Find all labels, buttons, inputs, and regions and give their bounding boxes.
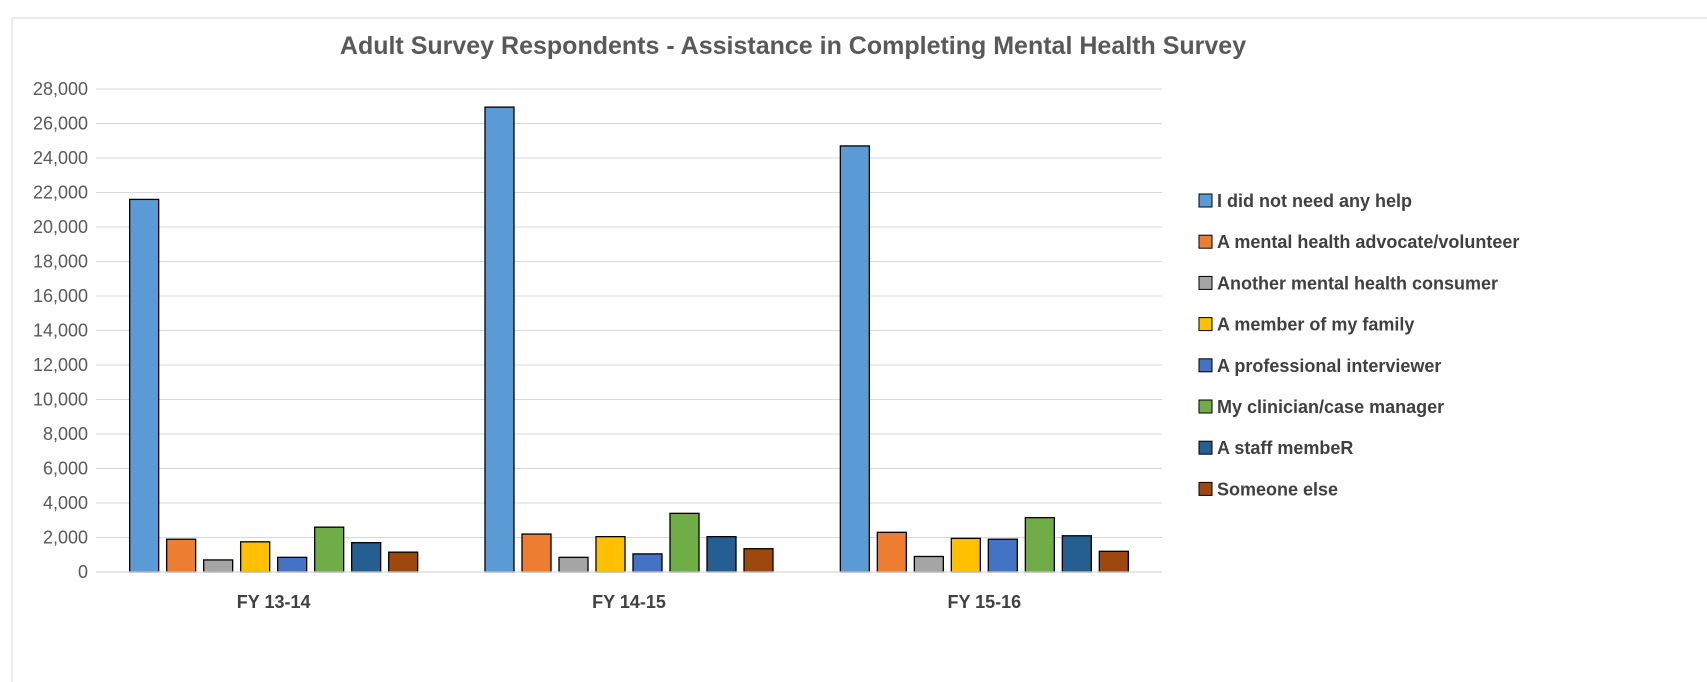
legend-label: I did not need any help xyxy=(1217,191,1412,211)
legend-swatch xyxy=(1198,481,1213,496)
x-category-label: FY 14-15 xyxy=(592,592,666,612)
y-tick-label: 24,000 xyxy=(33,148,88,168)
bar-2-6 xyxy=(1061,535,1092,573)
y-tick-label: 6,000 xyxy=(43,459,88,479)
bar-0-7 xyxy=(388,551,419,573)
y-tick-label: 8,000 xyxy=(43,424,88,444)
y-tick-label: 26,000 xyxy=(33,114,88,134)
y-tick-label: 20,000 xyxy=(33,217,88,237)
bar-1-4 xyxy=(632,553,663,573)
y-tick-label: 28,000 xyxy=(33,79,88,99)
legend-label: Someone else xyxy=(1217,479,1338,499)
bar-2-2 xyxy=(913,555,944,573)
y-tick-label: 16,000 xyxy=(33,286,88,306)
x-category-label: FY 15-16 xyxy=(947,592,1021,612)
y-tick-label: 14,000 xyxy=(33,321,88,341)
bar-0-2 xyxy=(203,559,234,573)
bar-2-1 xyxy=(876,531,907,573)
legend-label: A mental health advocate/volunteer xyxy=(1217,232,1519,252)
bar-1-2 xyxy=(558,556,589,573)
legend-label: A professional interviewer xyxy=(1217,356,1441,376)
legend-label: A staff membeR xyxy=(1217,438,1353,458)
bar-0-4 xyxy=(277,556,308,573)
bars xyxy=(129,106,1129,573)
legend-swatch xyxy=(1198,358,1213,373)
legend-swatch xyxy=(1198,440,1213,455)
legend-swatch xyxy=(1198,193,1213,208)
x-category-label: FY 13-14 xyxy=(237,592,311,612)
legend-label: Another mental health consumer xyxy=(1217,273,1498,293)
bar-0-0 xyxy=(129,198,160,573)
bar-0-5 xyxy=(314,526,345,573)
y-tick-label: 2,000 xyxy=(43,528,88,548)
legend-swatch xyxy=(1198,275,1213,290)
legend-swatch xyxy=(1198,317,1213,332)
bar-1-0 xyxy=(484,106,515,573)
legend: I did not need any help A mental health a… xyxy=(1198,191,1519,499)
y-tick-label: 10,000 xyxy=(33,390,88,410)
y-tick-label: 18,000 xyxy=(33,252,88,272)
bar-1-1 xyxy=(521,533,552,573)
y-tick-label: 12,000 xyxy=(33,355,88,375)
legend-label: A member of my family xyxy=(1217,315,1414,335)
legend-swatch xyxy=(1198,234,1213,249)
y-tick-label: 4,000 xyxy=(43,493,88,513)
bar-0-6 xyxy=(351,542,382,573)
chart-title: Adult Survey Respondents - Assistance in… xyxy=(340,32,1246,60)
bar-1-6 xyxy=(706,535,737,573)
bar-1-3 xyxy=(595,535,626,573)
gridlines xyxy=(96,88,1162,573)
y-axis: 0 2,000 4,000 6,000 8,000 10,000 12,000 14,000 1… xyxy=(33,79,88,582)
bar-0-1 xyxy=(166,538,197,573)
y-tick-label: 22,000 xyxy=(33,183,88,203)
bar-2-0 xyxy=(839,145,870,573)
bar-0-3 xyxy=(240,541,271,573)
bar-2-4 xyxy=(987,538,1018,573)
legend-swatch xyxy=(1198,399,1213,414)
bar-1-7 xyxy=(743,548,774,573)
x-axis: FY 13-14 FY 14-15 FY 15-16 xyxy=(96,571,1162,612)
bar-2-7 xyxy=(1098,550,1129,573)
bar-2-5 xyxy=(1024,517,1055,573)
bar-1-5 xyxy=(669,512,700,573)
y-tick-label: 0 xyxy=(78,562,88,582)
bar-2-3 xyxy=(950,537,981,573)
legend-label: My clinician/case manager xyxy=(1217,397,1444,417)
